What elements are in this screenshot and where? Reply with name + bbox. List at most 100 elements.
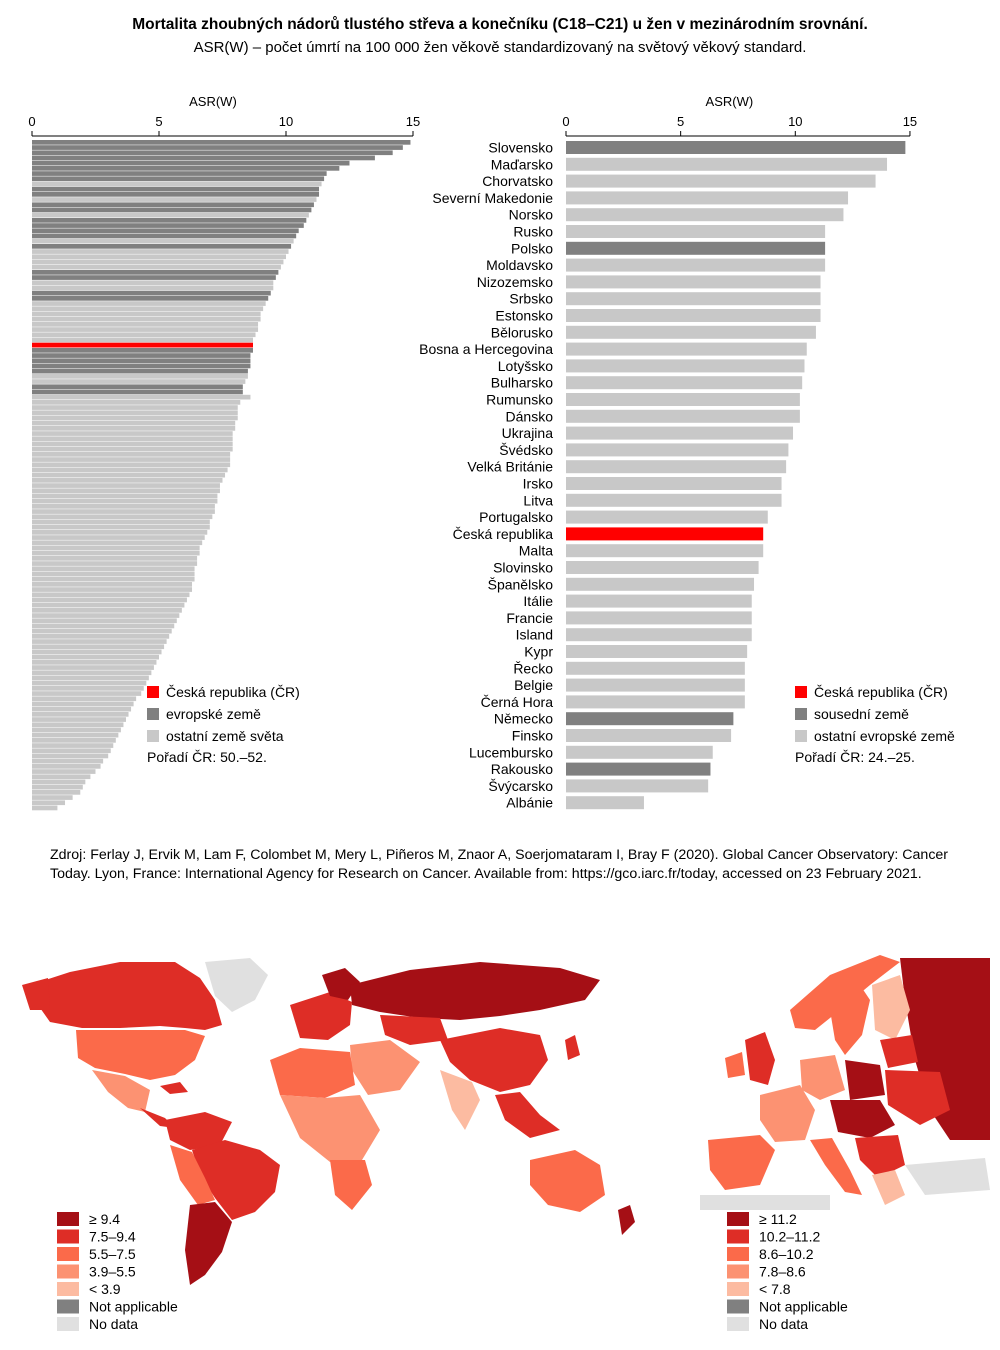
bar bbox=[566, 796, 644, 810]
legend-label: ostatní evropské země bbox=[814, 728, 955, 744]
bar bbox=[32, 348, 253, 353]
bar bbox=[32, 285, 274, 291]
bar bbox=[32, 743, 114, 748]
world-map-legend: ≥ 9.4 7.5–9.45.5–7.5 3.9–5.5< 3.9 Not appli… bbox=[57, 1211, 178, 1332]
bar bbox=[32, 254, 286, 260]
category-label: Velká Británie bbox=[467, 459, 553, 475]
map-russia bbox=[350, 962, 600, 1020]
bar bbox=[566, 393, 800, 406]
category-label: Francie bbox=[506, 610, 553, 626]
map-legend-label: < 3.9 bbox=[89, 1281, 121, 1297]
bar bbox=[32, 405, 238, 410]
category-label: Srbsko bbox=[509, 291, 553, 307]
bar bbox=[32, 665, 154, 670]
bar bbox=[32, 353, 251, 358]
bar bbox=[32, 415, 238, 421]
map-usa bbox=[76, 1030, 205, 1080]
category-label: Severní Makedonie bbox=[432, 190, 553, 206]
map-japan bbox=[565, 1035, 580, 1060]
bar bbox=[32, 644, 165, 650]
map-legend-swatch bbox=[57, 1264, 79, 1279]
axis-label: ASR(W) bbox=[706, 94, 754, 109]
bar bbox=[566, 460, 787, 474]
category-label: Řecko bbox=[513, 660, 553, 676]
map-legend-label: ≥ 9.4 bbox=[89, 1211, 120, 1227]
bar bbox=[32, 197, 317, 202]
bar bbox=[32, 296, 269, 301]
tick-label: 0 bbox=[28, 114, 35, 129]
map-legend-label: 7.8–8.6 bbox=[759, 1264, 806, 1280]
bar bbox=[566, 695, 745, 709]
bar bbox=[566, 225, 826, 238]
category-label: Rakousko bbox=[491, 761, 553, 777]
map-eu-balkans bbox=[855, 1135, 905, 1178]
category-label: Lotyšsko bbox=[498, 358, 553, 374]
category-label: Švýcarsko bbox=[488, 778, 553, 794]
map-legend-swatch bbox=[727, 1282, 749, 1296]
map-india bbox=[440, 1070, 480, 1130]
map-colombia-venezuela bbox=[165, 1112, 232, 1150]
map-legend-swatch bbox=[727, 1264, 749, 1279]
map-legend-swatch bbox=[57, 1317, 79, 1331]
bar bbox=[566, 443, 789, 457]
tick-label: 10 bbox=[279, 114, 293, 129]
bar bbox=[32, 358, 251, 364]
bar bbox=[566, 241, 826, 255]
bar bbox=[32, 592, 190, 598]
rank-note: Pořadí ČR: 24.–25. bbox=[795, 749, 915, 765]
bar bbox=[32, 478, 223, 483]
bar bbox=[32, 597, 187, 603]
map-eu-russia-east bbox=[900, 958, 990, 1140]
bar bbox=[32, 639, 167, 644]
world-map bbox=[22, 958, 635, 1285]
category-label: Polsko bbox=[511, 240, 553, 256]
category-label: Chorvatsko bbox=[482, 173, 553, 189]
map-eu-baltic bbox=[880, 1035, 918, 1068]
map-new-zealand bbox=[618, 1205, 635, 1235]
legend-label: evropské země bbox=[166, 706, 261, 722]
map-peru-bolivia bbox=[170, 1145, 215, 1205]
bar bbox=[32, 623, 175, 629]
bar bbox=[32, 483, 220, 488]
bar bbox=[566, 594, 752, 608]
bar bbox=[32, 805, 58, 811]
bar bbox=[566, 628, 752, 642]
category-label: Litva bbox=[523, 492, 553, 508]
bar bbox=[32, 800, 66, 806]
tick-label: 15 bbox=[903, 114, 917, 129]
bar bbox=[566, 409, 800, 423]
bar bbox=[32, 530, 208, 535]
bar bbox=[32, 587, 193, 592]
bar bbox=[32, 660, 157, 665]
bar bbox=[32, 701, 134, 707]
bar bbox=[32, 228, 299, 234]
bar bbox=[32, 675, 149, 681]
bar bbox=[32, 431, 233, 436]
bar bbox=[566, 426, 794, 440]
bar bbox=[566, 577, 755, 591]
bar bbox=[32, 784, 83, 790]
map-legend-label: ≥ 11.2 bbox=[759, 1211, 797, 1227]
bar bbox=[32, 686, 144, 691]
legend-swatch bbox=[795, 686, 807, 698]
bar-charts: ASR(W) 0 5 10 15 ASR(W) 0 5 10 15 SlovenskoMaďars… bbox=[28, 94, 955, 811]
bar bbox=[566, 292, 821, 306]
bar bbox=[32, 457, 231, 462]
map-eu-france bbox=[760, 1085, 815, 1142]
bar bbox=[32, 145, 403, 150]
bar bbox=[32, 566, 195, 572]
bar bbox=[32, 561, 198, 566]
legend-swatch bbox=[147, 686, 159, 698]
bar bbox=[566, 258, 826, 272]
bar bbox=[32, 181, 322, 187]
bar bbox=[32, 363, 251, 369]
bar bbox=[32, 389, 243, 395]
map-eu-belarus-ukraine bbox=[885, 1070, 950, 1125]
category-label: Švédsko bbox=[499, 442, 553, 458]
category-label: Dánsko bbox=[506, 408, 554, 424]
category-label: Albánie bbox=[506, 795, 553, 811]
map-mexico bbox=[92, 1070, 150, 1112]
bar bbox=[32, 280, 274, 286]
bar bbox=[566, 275, 821, 289]
legend-swatch bbox=[795, 730, 807, 742]
